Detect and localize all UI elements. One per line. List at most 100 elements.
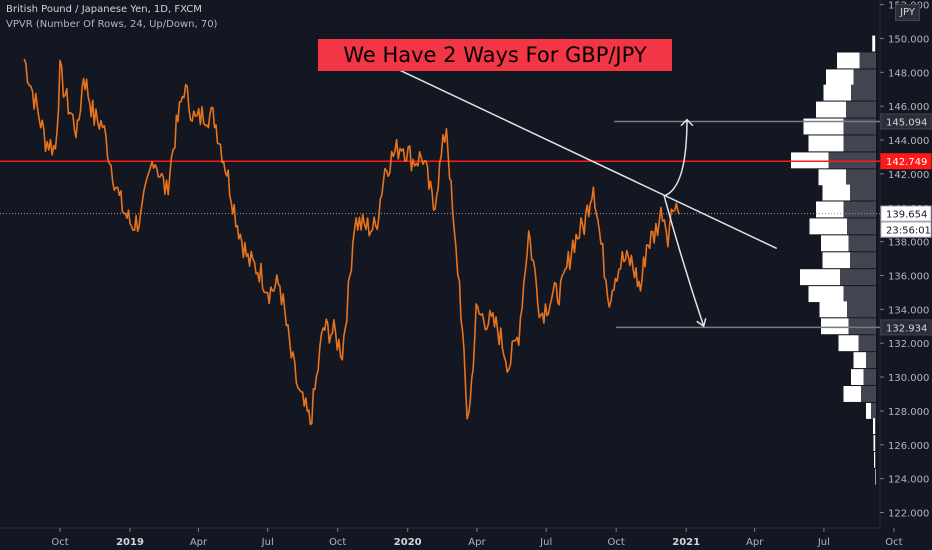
volume-profile-down-bar: [843, 201, 876, 218]
x-tick-label: 2021: [672, 537, 700, 548]
y-tick-label: 122.000: [888, 509, 929, 520]
y-tick-label: 128.000: [888, 407, 929, 418]
price-label-dark: [880, 319, 932, 336]
price-label-text: 139.654: [886, 210, 927, 221]
currency-label[interactable]: JPY: [895, 4, 920, 21]
price-label-red: [880, 153, 932, 170]
up-arrow-head: [680, 118, 694, 127]
volume-profile-up-bar: [838, 335, 859, 352]
y-tick-label: 142.000: [888, 170, 929, 181]
volume-profile-up-bar: [837, 52, 860, 69]
price-label-dark: [880, 113, 932, 130]
descending-trendline: [396, 68, 778, 250]
x-tick-label: Jul: [539, 537, 552, 548]
volume-profile-up-bar: [818, 169, 846, 186]
volume-profile-down-bar: [875, 468, 876, 485]
volume-profile-down-bar: [861, 386, 876, 402]
volume-profile-up-bar: [803, 118, 844, 135]
price-series-line: [23, 58, 681, 426]
volume-profile-down-bar: [851, 84, 876, 101]
x-tick-label: Apr: [468, 537, 486, 548]
volume-profile-up-bar: [875, 468, 876, 485]
volume-profile-down-bar: [863, 369, 876, 386]
x-tick-label: 2020: [394, 537, 422, 548]
price-label-current: [880, 205, 932, 222]
volume-profile-down-bar: [875, 418, 876, 435]
x-tick-label: 2019: [116, 537, 144, 548]
volume-profile-up-bar: [808, 135, 844, 152]
volume-profile-up-bar: [822, 252, 850, 269]
volume-profile-down-bar: [853, 69, 876, 86]
down-arrow-head: [696, 318, 707, 328]
y-tick-label: 150.000: [888, 34, 929, 45]
y-tick-label: 130.000: [888, 373, 929, 384]
y-tick-label: 124.000: [888, 475, 929, 486]
x-tick-label: Jul: [817, 537, 830, 548]
volume-profile-up-bar: [821, 235, 849, 252]
volume-profile-up-bar: [821, 318, 849, 335]
volume-profile-down-bar: [875, 435, 876, 452]
countdown-label: 23:56:01: [886, 226, 931, 237]
volume-profile-down-bar: [850, 184, 876, 201]
volume-profile-up-bar: [866, 402, 871, 419]
y-tick-label: 136.000: [888, 271, 929, 282]
volume-profile-up-bar: [851, 369, 864, 386]
y-tick-label: 144.000: [888, 136, 929, 147]
volume-profile-down-bar: [843, 118, 876, 135]
x-tick-label: Apr: [746, 537, 764, 548]
volume-profile-up-bar: [808, 286, 844, 303]
volume-profile-up-bar: [809, 218, 847, 235]
volume-profile-up-bar: [816, 201, 844, 218]
volume-profile-down-bar: [840, 269, 876, 286]
volume-profile-down-bar: [828, 152, 876, 169]
volume-profile-up-bar: [822, 184, 850, 201]
volume-profile-up-bar: [873, 435, 875, 452]
volume-profile-up-bar: [823, 84, 851, 101]
volume-profile-up-bar: [843, 386, 861, 402]
volume-profile-down-bar: [843, 135, 876, 152]
volume-profile-down-bar: [850, 252, 876, 269]
x-tick-label: Oct: [608, 537, 625, 548]
up-scenario-arrow: [663, 119, 688, 197]
x-tick-label: Oct: [885, 537, 902, 548]
y-tick-label: 132.000: [888, 339, 929, 350]
volume-profile-down-bar: [843, 286, 876, 303]
x-tick-label: Apr: [190, 537, 208, 548]
price-label-text: 132.934: [886, 323, 927, 334]
volume-profile-up-bar: [872, 35, 875, 52]
volume-profile-up-bar: [873, 418, 875, 435]
volume-profile-down-bar: [858, 335, 876, 352]
volume-profile-down-bar: [846, 101, 876, 118]
volume-profile-down-bar: [847, 301, 876, 318]
volume-profile-up-bar: [816, 101, 846, 118]
volume-profile-down-bar: [859, 52, 876, 69]
indicator-legend: VPVR (Number Of Rows, 24, Up/Down, 70): [6, 19, 218, 30]
volume-profile-down-bar: [875, 35, 876, 52]
y-tick-label: 148.000: [888, 68, 929, 79]
volume-profile-up-bar: [826, 69, 854, 86]
down-scenario-arrow: [663, 195, 705, 327]
price-label-text: 142.749: [886, 157, 927, 168]
volume-profile-down-bar: [875, 452, 876, 468]
volume-profile-up-bar: [853, 352, 866, 369]
y-tick-label: 126.000: [888, 441, 929, 452]
volume-profile-down-bar: [848, 235, 876, 252]
symbol-title: British Pound / Japanese Yen, 1D, FXCM: [6, 4, 202, 15]
x-tick-label: Oct: [51, 537, 68, 548]
volume-profile-down-bar: [871, 402, 876, 419]
volume-profile-up-bar: [800, 269, 840, 286]
price-label-text: 145.094: [886, 118, 927, 129]
volume-profile-down-bar: [866, 352, 876, 369]
countdown-box: [880, 221, 932, 238]
x-tick-label: Jul: [261, 537, 274, 548]
volume-profile-down-bar: [847, 218, 876, 235]
y-tick-label: 138.000: [888, 238, 929, 249]
volume-profile-down-bar: [848, 318, 876, 335]
chart-banner-annotation: We Have 2 Ways For GBP/JPY: [318, 39, 672, 71]
x-tick-label: Oct: [329, 537, 346, 548]
volume-profile: [791, 35, 876, 485]
y-tick-label: 134.000: [888, 305, 929, 316]
volume-profile-down-bar: [846, 169, 876, 186]
